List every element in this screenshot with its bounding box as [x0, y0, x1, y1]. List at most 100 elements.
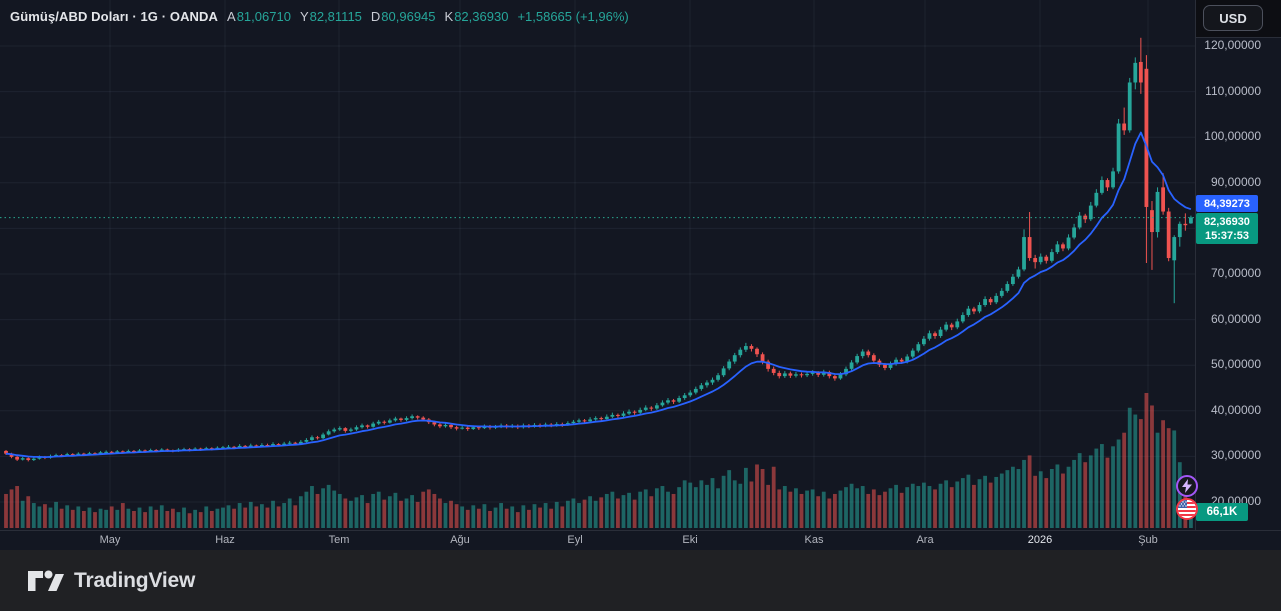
candle-body	[404, 418, 409, 420]
candle-body	[143, 450, 147, 452]
candle-body	[1144, 68, 1149, 207]
volume-bar	[26, 496, 31, 528]
volume-bar	[387, 496, 392, 528]
candle-body	[343, 428, 348, 431]
candle-body	[944, 324, 949, 330]
volume-bar	[159, 505, 164, 528]
volume-bar	[666, 491, 670, 528]
candle-body	[972, 308, 976, 312]
volume-bar	[910, 483, 915, 528]
volume-bar	[15, 486, 20, 528]
bar-countdown: 15:37:53	[1204, 229, 1250, 242]
candle-body	[855, 356, 860, 363]
candle-body	[771, 368, 776, 373]
candle-body	[1044, 256, 1049, 261]
candle-body	[632, 411, 637, 413]
volume-bar	[788, 491, 793, 528]
volume-bar	[821, 491, 826, 528]
candle-body	[165, 449, 170, 451]
candle-body	[454, 427, 459, 429]
candle-body	[421, 417, 426, 420]
volume-bar	[554, 501, 559, 528]
volume-bar	[571, 498, 576, 528]
time-tick-label: Kas	[804, 534, 824, 546]
last-price-label: 82,36930 15:37:53	[1196, 213, 1258, 244]
volume-bar	[349, 500, 353, 528]
tradingview-logo-mark	[28, 570, 64, 591]
volume-bar	[565, 500, 570, 528]
candle-body	[465, 427, 470, 430]
chart-canvas[interactable]	[0, 0, 1195, 550]
time-tick-label: Eyl	[567, 534, 583, 546]
volume-bar	[1144, 393, 1149, 528]
candle-body	[438, 424, 442, 427]
volume-bar	[593, 500, 598, 528]
candle-body	[643, 407, 648, 410]
candle-body	[1055, 244, 1060, 253]
candle-body	[905, 356, 910, 362]
candle-body	[471, 427, 476, 430]
candle-body	[332, 429, 337, 432]
candle-body	[866, 351, 871, 356]
volume-bar	[104, 509, 109, 528]
volume-bar	[332, 490, 337, 528]
candle-body	[1022, 237, 1026, 270]
candle-body	[960, 315, 965, 322]
candle-body	[265, 445, 270, 446]
candle-body	[321, 434, 325, 439]
volume-bar	[1016, 469, 1021, 528]
volume-bar	[660, 486, 665, 528]
candle-body	[816, 372, 821, 375]
candle-body	[376, 421, 381, 424]
candle-body	[282, 443, 287, 445]
volume-bar	[777, 489, 782, 528]
volume-bar	[87, 507, 92, 528]
symbol-title[interactable]: Gümüş/ABD Doları · 1G · OANDA	[10, 9, 219, 24]
volume-bar	[604, 493, 609, 528]
volume-bar	[170, 508, 175, 528]
volume-bar	[794, 488, 798, 528]
volume-bar	[54, 501, 58, 528]
volume-bar	[59, 508, 64, 528]
candle-body	[1105, 180, 1110, 188]
volume-bar	[727, 470, 732, 528]
price-tick-label: 40,00000	[1210, 402, 1261, 417]
volume-bar	[454, 504, 459, 528]
volume-bar	[894, 484, 898, 528]
volume-bar	[137, 507, 142, 528]
volume-bar	[182, 507, 186, 528]
volume-bar	[527, 509, 531, 528]
candle-body	[98, 452, 103, 454]
price-tick-label: 50,00000	[1210, 357, 1261, 372]
volume-bar	[282, 503, 287, 528]
time-tick-label: Haz	[215, 534, 235, 546]
candle-body	[654, 405, 659, 409]
volume-bar	[1094, 448, 1099, 528]
volume-bar	[944, 480, 949, 528]
candle-body	[354, 427, 359, 430]
volume-bar	[488, 510, 492, 528]
ma-line	[5, 131, 1192, 459]
volume-bar	[654, 488, 659, 528]
candle-body	[70, 454, 75, 456]
volume-bar	[955, 481, 960, 528]
candle-body	[243, 445, 248, 447]
volume-bar	[866, 493, 871, 528]
candle-body	[399, 418, 403, 420]
tradingview-logo[interactable]: TradingView	[26, 566, 195, 596]
time-tick-label: Şub	[1138, 534, 1158, 546]
volume-bar	[204, 506, 209, 528]
currency-button[interactable]: USD	[1203, 5, 1263, 31]
candle-body	[276, 444, 281, 446]
volume-bar	[1138, 419, 1143, 528]
volume-bar	[265, 507, 270, 528]
us-flag-icon[interactable]	[1176, 498, 1198, 520]
candle-body	[349, 429, 353, 431]
candle-body	[671, 400, 676, 402]
lightning-icon[interactable]	[1176, 475, 1198, 497]
time-axis[interactable]: May Haz Tem Ağu Eyl Eki Kas Ara 2026 Şub	[0, 530, 1281, 550]
candle-body	[621, 413, 626, 416]
price-axis[interactable]: 120,00000 110,00000 100,00000 90,00000 70,00…	[1195, 38, 1281, 530]
volume-bar	[1027, 455, 1032, 528]
candlestick-chart[interactable]	[0, 0, 1195, 550]
